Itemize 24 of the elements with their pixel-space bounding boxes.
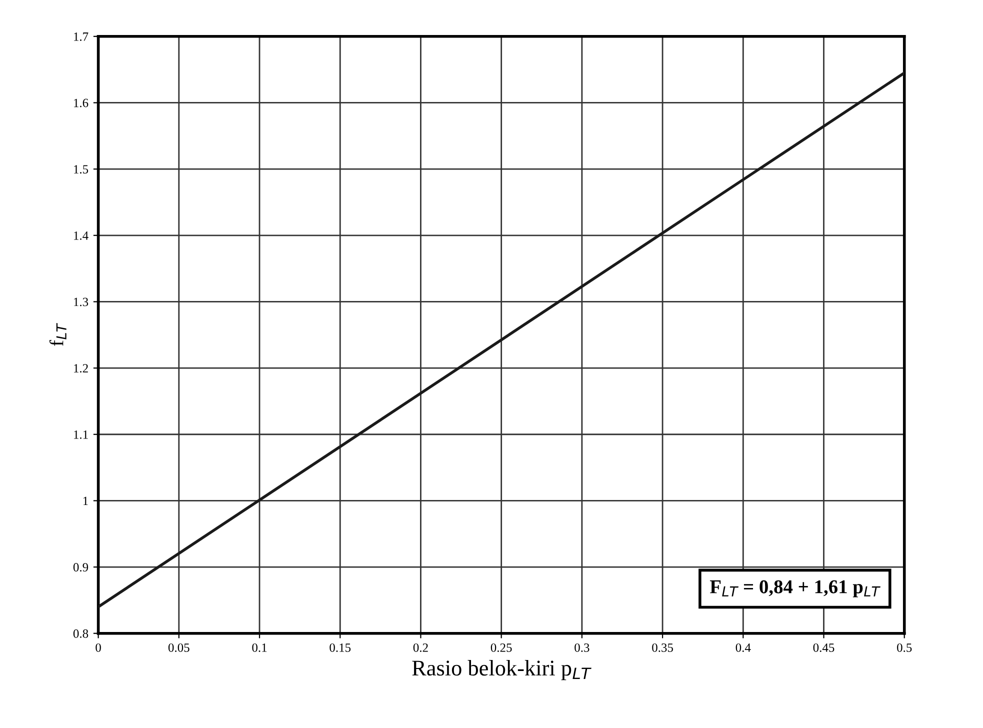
y-tick-label: 0.8 [73,629,88,638]
x-axis-title: Rasio belok-kiri p$_{LT}$ [412,660,592,680]
x-tick-label: 0.45 [813,643,834,652]
y-tick-label: 1.1 [74,430,88,439]
x-tick-label: 0.35 [652,643,673,652]
x-tick-label: 0 [96,643,101,652]
x-tick-label: 0.25 [490,643,512,652]
y-tick-label: 1.6 [74,98,88,108]
x-tick-label: 0.5 [897,643,912,652]
x-tick-label: 0.4 [736,643,751,652]
x-tick-label: 0.2 [413,643,428,652]
y-tick-label: 1.4 [74,231,88,240]
x-tick-label: 0.15 [330,643,351,652]
y-tick-label: 1.2 [74,364,88,373]
y-tick-label: 1.3 [74,298,88,306]
x-tick-label: 0.05 [168,643,190,652]
x-tick-label: 0.1 [252,643,267,652]
y-tick-label: 1.7 [74,32,88,41]
annotation: F$_{LT}$ = 0,84 + 1,61 p$_{LT}$ [710,580,880,598]
y-tick-label: 0.9 [73,563,88,572]
y-tick-label: 1.5 [74,165,88,174]
y-tick-label: 1 [83,496,88,506]
x-tick-label: 0.3 [574,643,590,652]
y-axis-title: f$_{LT}$ [49,323,66,346]
